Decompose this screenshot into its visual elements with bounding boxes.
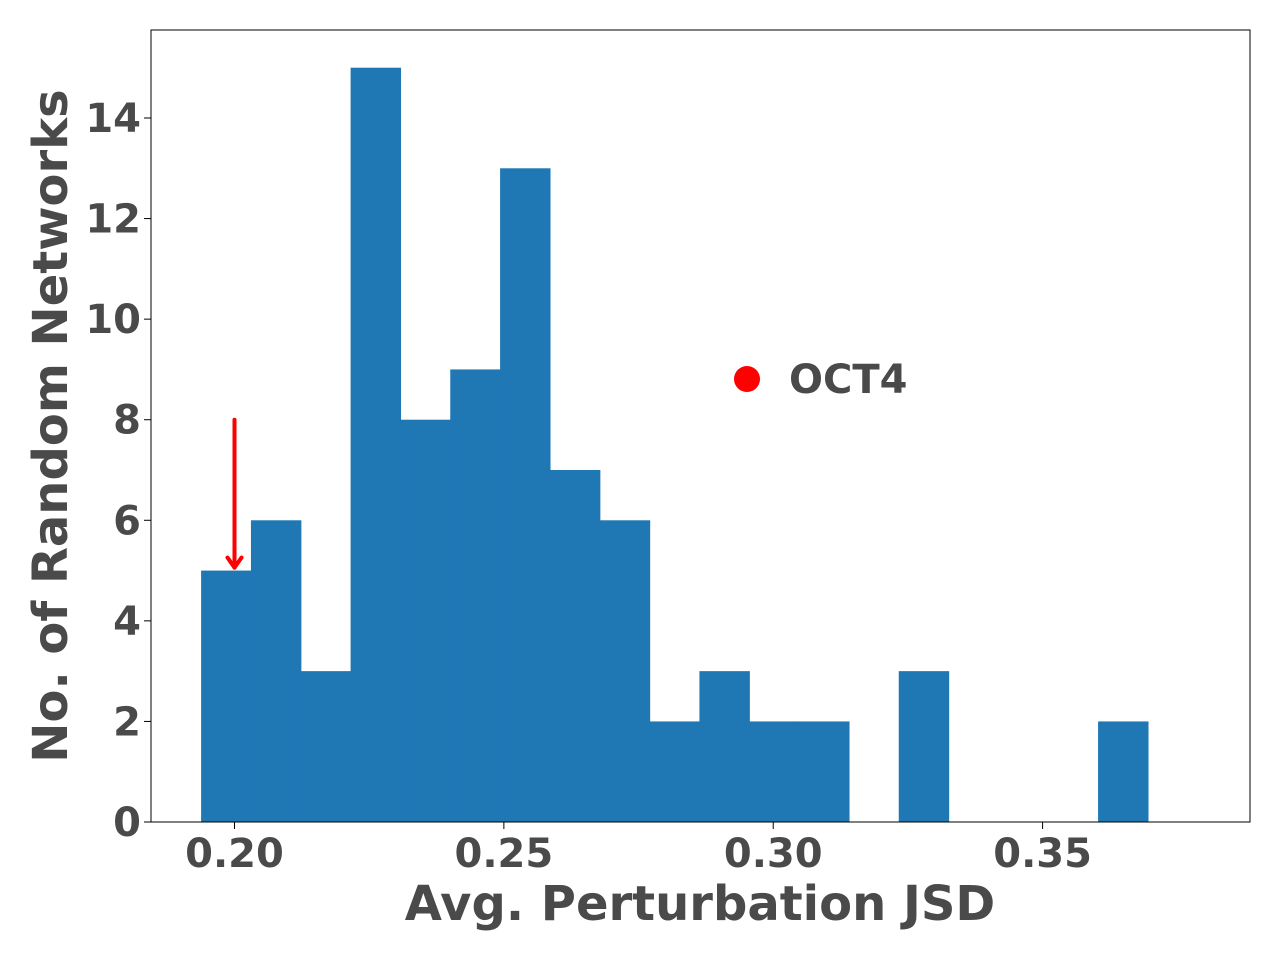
histogram-bar [799,721,850,822]
annotation-arrow [225,417,244,570]
y-tick-label: 14 [85,96,141,142]
y-axis-title: No. of Random Networks [23,89,79,762]
histogram-bar [350,67,402,822]
histogram-bars [201,67,1149,823]
y-tick-label: 4 [113,599,141,645]
histogram-bar [1098,721,1149,822]
x-axis-title: Avg. Perturbation JSD [405,876,996,932]
legend: OCT4 [734,357,907,403]
y-tick-label: 12 [85,197,141,243]
histogram-bar [300,671,352,822]
x-tick-label: 0.30 [724,831,823,877]
histogram-bar [549,470,601,822]
histogram-bar [400,419,451,822]
histogram-bar [649,721,701,822]
histogram-bar [898,671,950,822]
y-tick-label: 6 [113,498,141,544]
histogram-bar [250,520,302,822]
x-axis-ticks: 0.20 0.25 0.30 0.35 [185,822,1092,877]
histogram-bar [749,721,800,822]
legend-marker-oct4 [734,366,760,392]
legend-label-oct4: OCT4 [789,357,907,403]
x-tick-label: 0.25 [455,831,554,877]
histogram-bar [599,520,651,822]
plot-frame [150,29,1251,823]
histogram-bar [201,570,252,822]
arrow-head [225,555,244,570]
histogram-bar [699,671,750,822]
y-tick-label: 2 [113,699,141,745]
y-tick-label: 8 [113,398,141,444]
y-tick-label: 0 [113,800,141,846]
histogram-bar [500,168,551,823]
x-tick-label: 0.20 [185,831,284,877]
x-tick-label: 0.35 [993,831,1092,877]
histogram-bar [450,369,501,822]
y-axis-ticks: 0 2 4 6 8 10 12 14 [85,96,151,846]
y-tick-label: 10 [85,297,141,343]
